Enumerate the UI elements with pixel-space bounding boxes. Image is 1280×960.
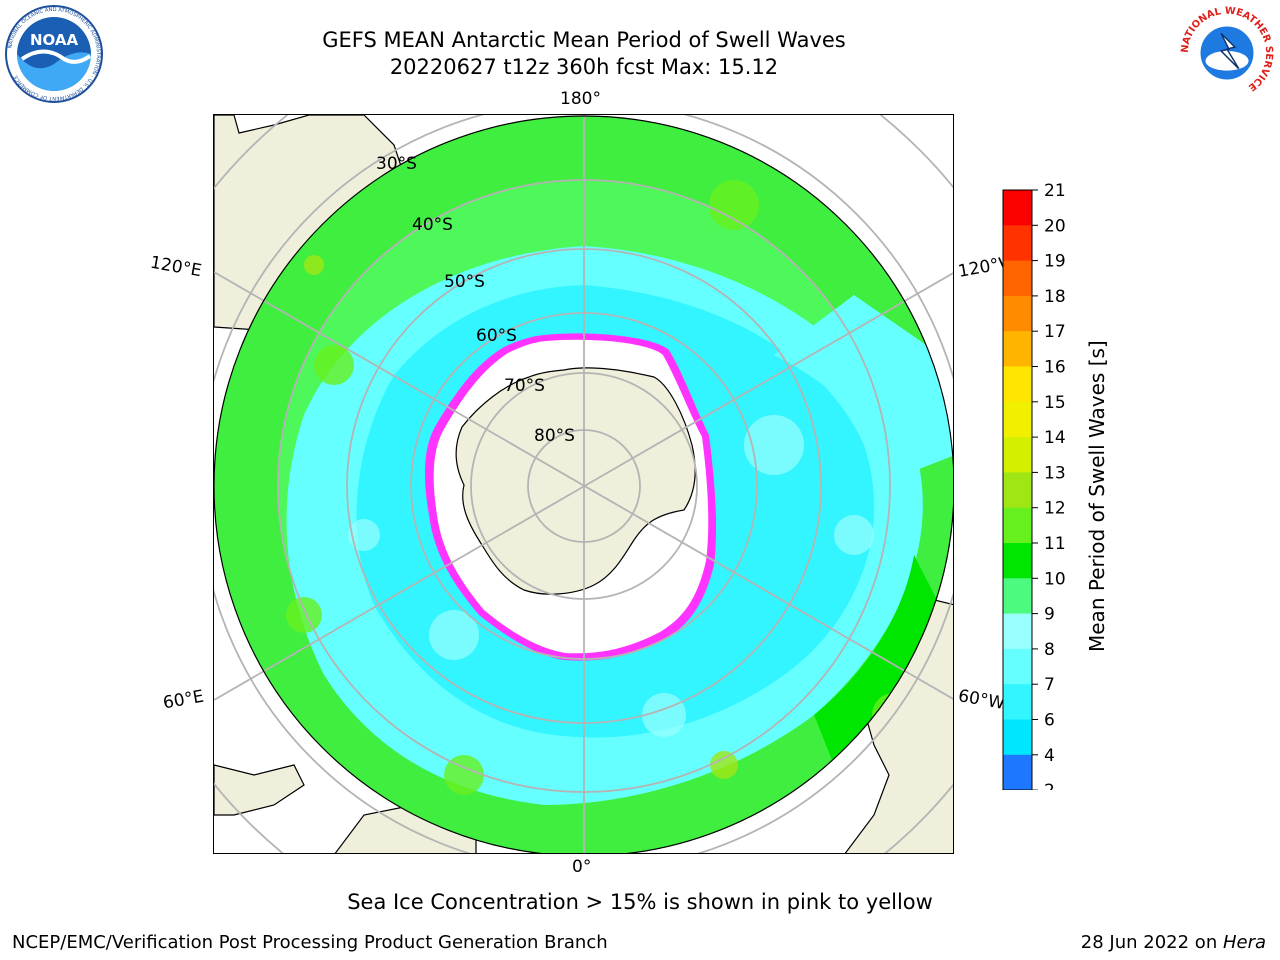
colorbar-tick-label: 2 (1044, 781, 1055, 790)
lat-label-80s: 80°S (534, 426, 575, 446)
colorbar-tick-label: 13 (1044, 463, 1066, 483)
lat-label-50s: 50°S (444, 272, 485, 292)
colorbar-tick-label: 20 (1044, 216, 1066, 236)
colorbar-segment (1003, 366, 1032, 403)
colorbar-tick-label: 14 (1044, 428, 1066, 448)
footer-date-text: 28 Jun 2022 on (1080, 932, 1223, 953)
colorbar-segment (1003, 507, 1032, 544)
south-america-land (214, 764, 305, 816)
colorbar-segment (1003, 543, 1032, 579)
chart-subtitle: 20220627 t12z 360h fcst Max: 15.12 (389, 55, 779, 79)
colorbar-segment (1003, 578, 1032, 615)
colorbar-segment (1003, 719, 1032, 756)
colorbar-segment (1003, 260, 1032, 297)
colorbar-tick-label: 10 (1044, 569, 1066, 589)
colorbar-segment (1003, 754, 1032, 790)
colorbar-segment (1003, 190, 1032, 226)
colorbar-tick-label: 6 (1044, 711, 1055, 731)
colorbar-outline (1002, 189, 1033, 790)
colorbar-tick-label: 21 (1044, 181, 1066, 201)
polar-map-canvas: 30°S 40°S 50°S 60°S 70°S 80°S (214, 115, 953, 853)
colorbar-tick-label: 4 (1044, 746, 1055, 766)
colorbar-segment (1003, 401, 1032, 438)
colorbar-tick-label: 9 (1044, 605, 1055, 625)
lat-label-40s: 40°S (412, 215, 453, 235)
colorbar-segment (1003, 613, 1032, 650)
lat-label-70s: 70°S (504, 376, 545, 396)
colorbar: 2 4 6 7 8 9 10 11 12 13 14 15 16 17 18 19 20 21 (1002, 181, 1066, 790)
ocean-field (214, 116, 953, 853)
graticule (214, 115, 953, 853)
colorbar-segment (1003, 472, 1032, 509)
colorbar-tick-label: 17 (1044, 322, 1066, 342)
colorbar-tick-label: 18 (1044, 287, 1066, 307)
lon-label-180: 180° (560, 89, 601, 109)
colorbar-tick-label: 7 (1044, 675, 1055, 695)
colorbar-segment (1003, 684, 1032, 720)
nws-logo: NATIONAL WEATHER SERVICE (1180, 6, 1274, 101)
colorbar-segment (1003, 331, 1032, 367)
lon-label-120e: 120°E (148, 252, 204, 282)
colorbar-tick-label: 15 (1044, 393, 1066, 413)
noaa-logo: NOAA NATIONAL OCEANIC AND ATMOSPHERIC AD… (5, 5, 103, 103)
footer-date: 28 Jun 2022 on Hera (1081, 932, 1266, 953)
sea-ice-note: Sea Ice Concentration > 15% is shown in … (347, 890, 933, 914)
colorbar-segment (1003, 437, 1032, 473)
colorbar-segment (1003, 295, 1032, 332)
chart-title: GEFS MEAN Antarctic Mean Period of Swell… (322, 28, 846, 52)
lat-label-60s: 60°S (476, 326, 517, 346)
polar-map: 30°S 40°S 50°S 60°S 70°S 80°S (213, 114, 954, 854)
colorbar-tick-label: 11 (1044, 534, 1066, 554)
colorbar-tick-label: 8 (1044, 640, 1055, 660)
colorbar-tick-label: 16 (1044, 358, 1066, 378)
colorbar-segment (1003, 648, 1032, 685)
svg-text:NOAA: NOAA (30, 31, 79, 49)
colorbar-tick-label: 12 (1044, 499, 1066, 519)
footer-host: Hera (1222, 932, 1266, 953)
colorbar-label: Mean Period of Swell Waves [s] (1085, 340, 1109, 652)
colorbar-segment (1003, 225, 1032, 262)
lon-label-60e: 60°E (161, 686, 206, 714)
lat-label-30s: 30°S (376, 154, 417, 174)
lon-label-0: 0° (572, 857, 592, 877)
footer-credit: NCEP/EMC/Verification Post Processing Pr… (12, 932, 608, 953)
colorbar-tick-label: 19 (1044, 252, 1066, 272)
